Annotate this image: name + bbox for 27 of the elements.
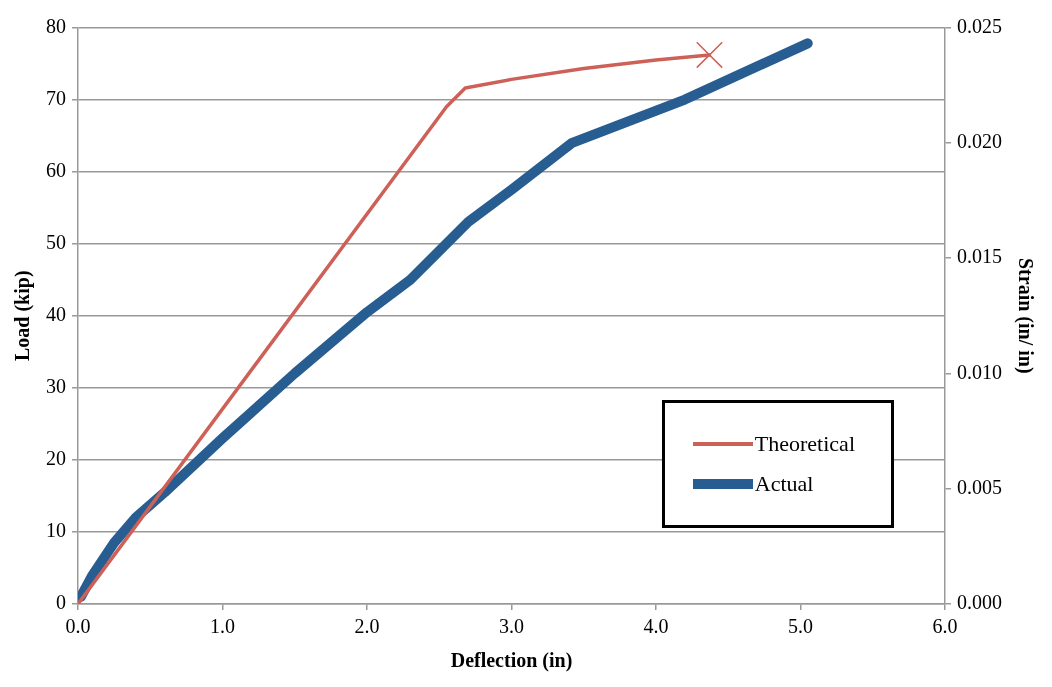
y-tick-label: 80	[46, 14, 66, 37]
x-tick-label: 4.0	[643, 615, 669, 638]
y2-axis-title: Strain (in/ in)	[1013, 257, 1037, 374]
y-tick-label: 50	[46, 230, 66, 253]
y-tick-label: 20	[46, 447, 66, 470]
y2-tick-label: 0.000	[957, 591, 1002, 614]
x-tick-label: 5.0	[788, 615, 813, 638]
y2-tick-label: 0.025	[957, 14, 1002, 37]
y2-tick-label: 0.020	[957, 130, 1002, 153]
y-tick-label: 30	[46, 375, 66, 398]
y-tick-label: 40	[46, 303, 66, 325]
x-tick-label: 0.0	[65, 615, 91, 638]
x-tick-label: 6.0	[932, 615, 958, 638]
x-tick-label: 2.0	[354, 615, 380, 638]
y-tick-label: 60	[46, 158, 66, 181]
y-tick-label: 0	[56, 591, 66, 614]
y-tick-label: 10	[46, 519, 66, 542]
y2-tick-label: 0.015	[957, 245, 1002, 268]
x-tick-label: 1.0	[210, 615, 235, 638]
y-axis-title: Load (kip)	[11, 270, 35, 362]
x-axis-title: Deflection (in)	[450, 649, 573, 673]
x-tick-label: 3.0	[499, 615, 524, 638]
y2-tick-label: 0.005	[957, 475, 1002, 498]
y2-tick-label: 0.010	[957, 360, 1002, 383]
y-tick-label: 70	[46, 86, 66, 109]
legend-label: Theoretical	[754, 431, 855, 457]
legend-label: Actual	[754, 471, 814, 497]
